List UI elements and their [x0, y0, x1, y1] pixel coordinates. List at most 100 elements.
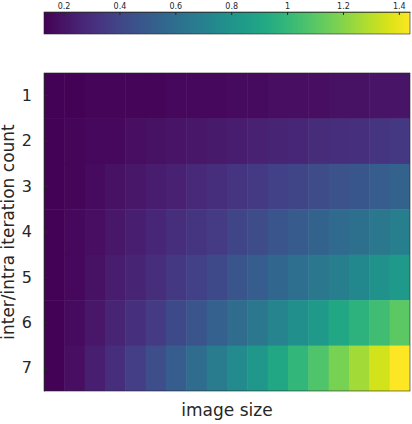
y-tick-mark [44, 232, 48, 233]
heatmap-cell [125, 164, 146, 210]
y-tick-mark [44, 186, 48, 187]
colorbar-tick-mark [231, 12, 232, 15]
heatmap-cell [227, 118, 248, 164]
heatmap-cell [268, 300, 289, 346]
heatmap-cell [268, 118, 289, 164]
heatmap-cell [146, 209, 167, 255]
heatmap-cell [85, 118, 106, 164]
heatmap-cell [146, 118, 167, 164]
heatmap-cell [308, 118, 329, 164]
heatmap-cell [288, 209, 309, 255]
heatmap-cell [105, 118, 126, 164]
heatmap-cell [349, 346, 370, 391]
heatmap-cell [166, 73, 187, 119]
heatmap-cell [268, 209, 289, 255]
heatmap-cell [349, 73, 370, 119]
heatmap-cell [227, 209, 248, 255]
colorbar-tick: 1.2 [337, 2, 350, 15]
heatmap-cell [207, 73, 228, 119]
heatmap-cell [349, 255, 370, 301]
heatmap-cell [308, 346, 329, 391]
plot-frame [44, 73, 410, 391]
heatmap-cell [125, 255, 146, 301]
heatmap-cell [64, 300, 85, 346]
heatmap-cell [369, 118, 390, 164]
colorbar-tick-label: 0.4 [114, 2, 127, 11]
heatmap-cell [247, 118, 268, 164]
heatmap-cell [247, 73, 268, 119]
heatmap-cell [247, 209, 268, 255]
heatmap-cell [166, 255, 187, 301]
colorbar-tick-label: 0.6 [169, 2, 182, 11]
heatmap-cell [369, 164, 390, 210]
heatmap-cell [166, 118, 187, 164]
y-tick-mark [44, 141, 48, 142]
heatmap-cell [105, 209, 126, 255]
heatmap-cell [44, 346, 65, 391]
heatmap-cell [186, 300, 207, 346]
heatmap-cell [308, 209, 329, 255]
heatmap-cell [329, 73, 350, 119]
heatmap-cell [288, 164, 309, 210]
heatmap-cell [186, 164, 207, 210]
heatmap-cell [146, 164, 167, 210]
heatmap-cell [349, 209, 370, 255]
heatmap-cell [369, 73, 390, 119]
heatmap-cell [207, 346, 228, 391]
y-tick-label: 2 [22, 131, 32, 150]
heatmap-cell [390, 118, 410, 164]
y-tick: 2 [22, 131, 48, 150]
heatmap-cell [125, 300, 146, 346]
heatmap-cell [166, 164, 187, 210]
heatmap-cell [125, 346, 146, 391]
heatmap-cell [247, 300, 268, 346]
colorbar-tick: 0.4 [114, 2, 127, 15]
heatmap-cell [329, 118, 350, 164]
heatmap-cell [227, 73, 248, 119]
heatmap-cell [227, 164, 248, 210]
heatmap-cell [308, 255, 329, 301]
colorbar-tick-label: 1.2 [337, 2, 350, 11]
heatmap-cell [186, 209, 207, 255]
colorbar-axis-line [45, 12, 411, 13]
y-tick-label: 6 [22, 313, 32, 332]
y-tick-label: 1 [22, 86, 32, 105]
colorbar-tick-label: 1.4 [393, 2, 406, 11]
heatmap-cell [44, 73, 65, 119]
heatmap-cell [390, 73, 410, 119]
heatmap-cell [308, 164, 329, 210]
heatmap-cell [146, 346, 167, 391]
heatmap-cell [207, 300, 228, 346]
heatmap-cell [329, 164, 350, 210]
heatmap-cell [369, 255, 390, 301]
heatmap-cell [349, 118, 370, 164]
colorbar-tick-mark [119, 12, 120, 15]
chart: 1234567inter/intra iteration countimage … [0, 0, 412, 424]
heatmap-cell [329, 300, 350, 346]
heatmap-cell [369, 346, 390, 391]
y-tick: 1 [22, 86, 48, 105]
y-tick: 7 [22, 358, 48, 377]
heatmap-cell [64, 255, 85, 301]
heatmap-cell [207, 164, 228, 210]
heatmap-cell [227, 346, 248, 391]
heatmap-cell [288, 346, 309, 391]
heatmap-cell [268, 164, 289, 210]
heatmap-cell [349, 164, 370, 210]
heatmap-cell [268, 346, 289, 391]
colorbar-tick: 0.6 [169, 2, 182, 15]
heatmap-cell [125, 73, 146, 119]
heatmap-cell [85, 209, 106, 255]
colorbar-tick: 1.4 [393, 2, 406, 15]
y-tick-label: 3 [22, 177, 32, 196]
heatmap-cell [349, 300, 370, 346]
heatmap-cell [105, 346, 126, 391]
colorbar-tick-mark [287, 12, 288, 15]
colorbar-tick-mark [343, 12, 344, 15]
colorbar-tick-mark [64, 12, 65, 15]
heatmap-cell [64, 209, 85, 255]
heatmap-cell [85, 300, 106, 346]
colorbar-tick-mark [175, 12, 176, 15]
heatmap-cell [308, 300, 329, 346]
heatmap-cell [146, 300, 167, 346]
